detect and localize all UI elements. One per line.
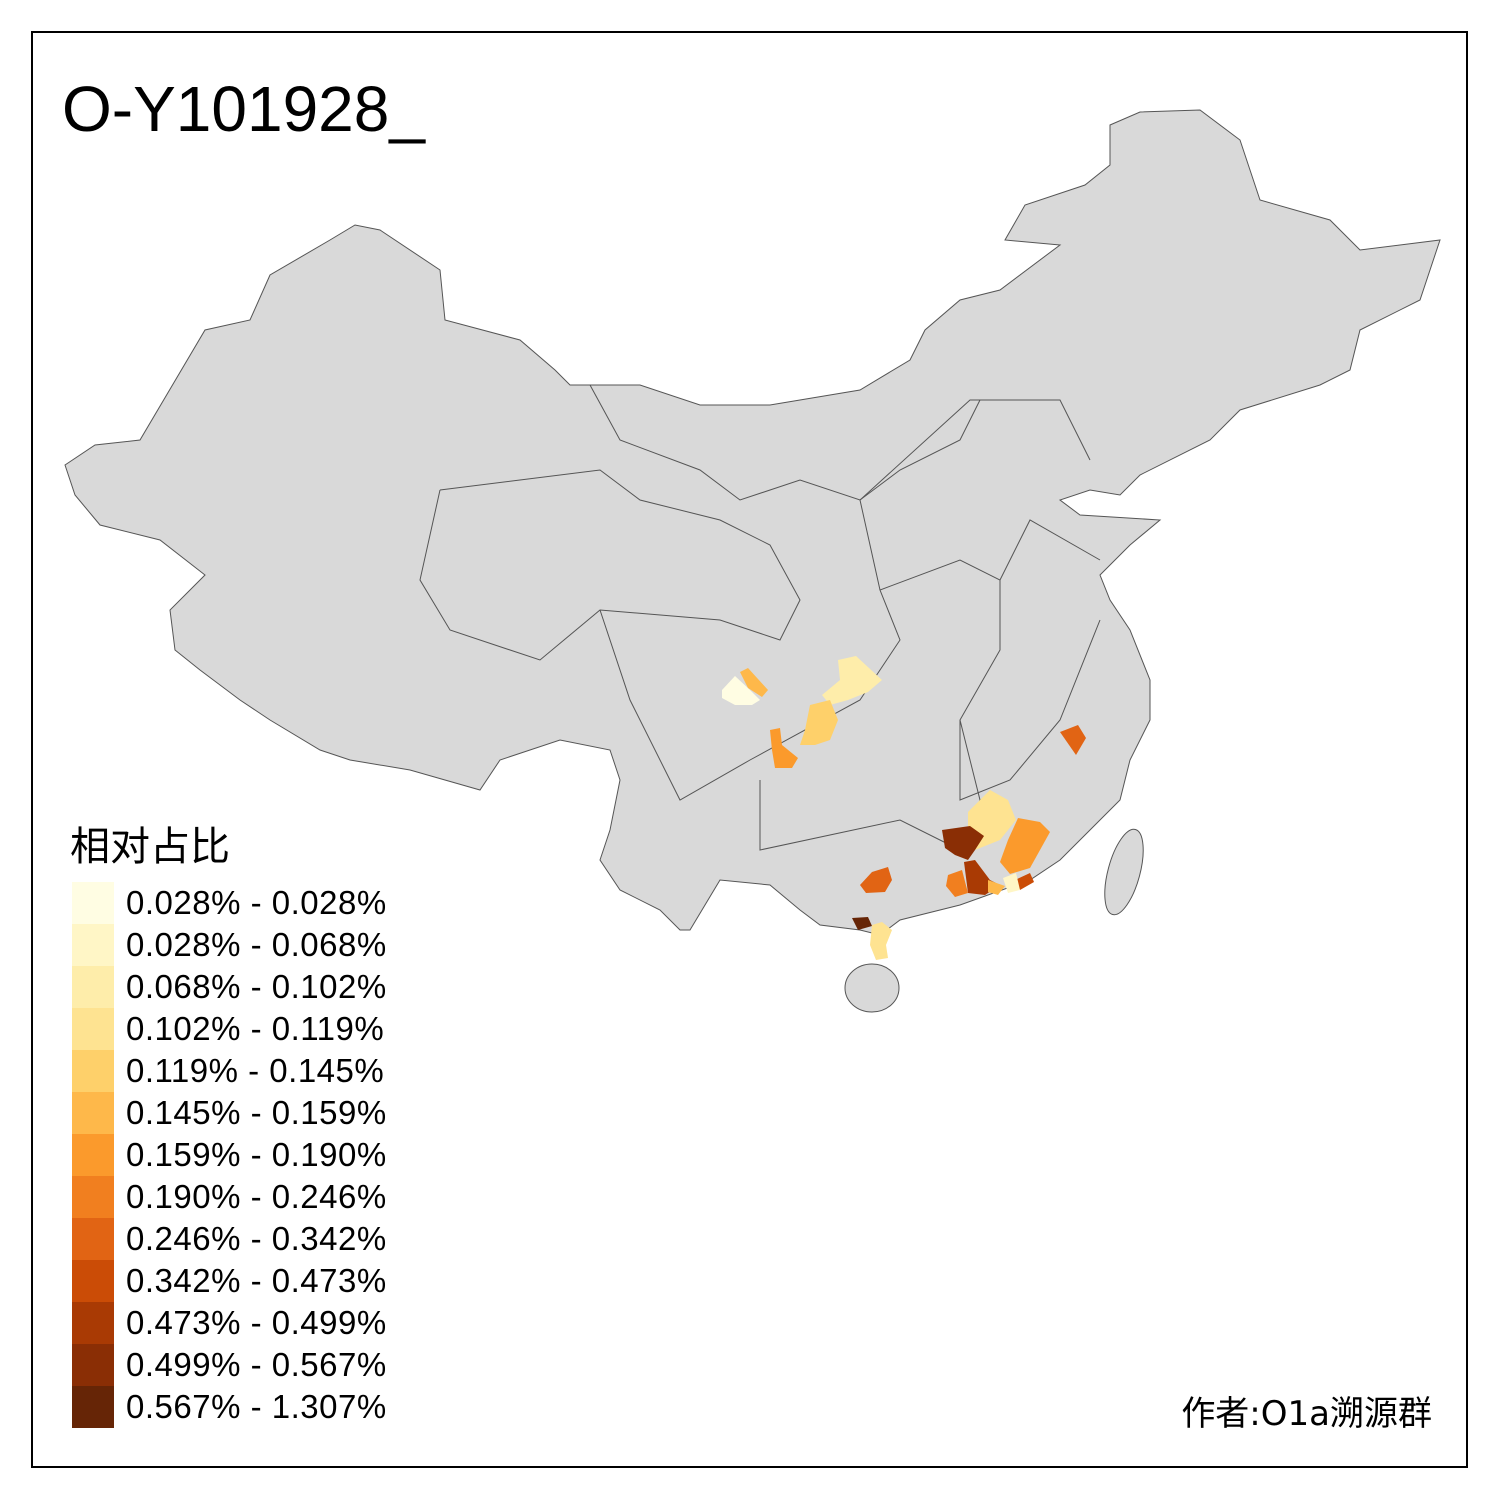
region-shaded (946, 870, 968, 897)
legend-swatch (72, 1218, 114, 1260)
region-shaded (1060, 725, 1086, 755)
legend-swatch (72, 1344, 114, 1386)
legend-swatch (72, 966, 114, 1008)
legend-label: 0.159% - 0.190% (126, 1136, 387, 1173)
region-shaded (870, 922, 892, 960)
legend-item: 0.119% - 0.145% (72, 1050, 387, 1092)
mainland-china (64, 109, 1441, 936)
legend-item: 0.567% - 1.307% (72, 1386, 387, 1428)
region-shaded (852, 917, 872, 930)
legend-item: 0.190% - 0.246% (72, 1176, 387, 1218)
legend-item: 0.342% - 0.473% (72, 1260, 387, 1302)
author-credit: 作者:O1a溯源群 (1181, 1394, 1432, 1434)
legend-label: 0.246% - 0.342% (126, 1220, 387, 1257)
legend-item: 0.145% - 0.159% (72, 1092, 387, 1134)
map-frame (31, 31, 1468, 1468)
legend-swatch (72, 1176, 114, 1218)
legend-item: 0.473% - 0.499% (72, 1302, 387, 1344)
legend-item: 0.068% - 0.102% (72, 966, 387, 1008)
province-borders (419, 384, 1101, 851)
legend-label: 0.119% - 0.145% (126, 1052, 385, 1089)
region-shaded (740, 668, 768, 697)
base-map (64, 109, 1441, 1013)
region-shaded (988, 880, 1005, 895)
legend-item: 0.499% - 0.567% (72, 1344, 387, 1386)
legend-swatch (72, 1050, 114, 1092)
legend-item: 0.246% - 0.342% (72, 1218, 387, 1260)
region-shaded (822, 656, 882, 705)
legend-label: 0.567% - 1.307% (126, 1388, 387, 1425)
legend-label: 0.068% - 0.102% (126, 968, 387, 1005)
legend-swatch (72, 1134, 114, 1176)
legend-swatch (72, 1386, 114, 1428)
region-shaded (942, 826, 984, 860)
legend-label: 0.473% - 0.499% (126, 1304, 387, 1341)
legend-item: 0.159% - 0.190% (72, 1134, 387, 1176)
region-shaded (860, 867, 892, 893)
region-shaded (722, 676, 760, 705)
legend-label: 0.190% - 0.246% (126, 1178, 387, 1215)
region-shaded (1015, 873, 1034, 890)
region-shaded (1003, 873, 1020, 893)
legend-title: 相对占比 (70, 824, 230, 870)
legend-label: 0.028% - 0.028% (126, 884, 387, 921)
hainan (844, 963, 900, 1013)
legend-swatch (72, 924, 114, 966)
legend-item: 0.028% - 0.028% (72, 882, 387, 924)
legend-item: 0.028% - 0.068% (72, 924, 387, 966)
legend-label: 0.102% - 0.119% (126, 1010, 385, 1047)
region-shaded (800, 700, 838, 745)
legend-label: 0.342% - 0.473% (126, 1262, 387, 1299)
legend-swatch (72, 1008, 114, 1050)
legend-label: 0.499% - 0.567% (126, 1346, 387, 1383)
region-shaded (770, 728, 798, 768)
legend-swatch (72, 1302, 114, 1344)
legend-swatch (72, 882, 114, 924)
region-shaded (1000, 818, 1050, 874)
legend-swatch (72, 1260, 114, 1302)
legend-item: 0.102% - 0.119% (72, 1008, 387, 1050)
legend-label: 0.145% - 0.159% (126, 1094, 387, 1131)
legend-label: 0.028% - 0.068% (126, 926, 387, 963)
taiwan (1104, 828, 1144, 916)
highlighted-regions (722, 656, 1086, 960)
map-title: O-Y101928_ (62, 73, 425, 145)
legend: 0.028% - 0.028% 0.028% - 0.068% 0.068% - 0… (72, 882, 387, 1428)
legend-swatch (72, 1092, 114, 1134)
